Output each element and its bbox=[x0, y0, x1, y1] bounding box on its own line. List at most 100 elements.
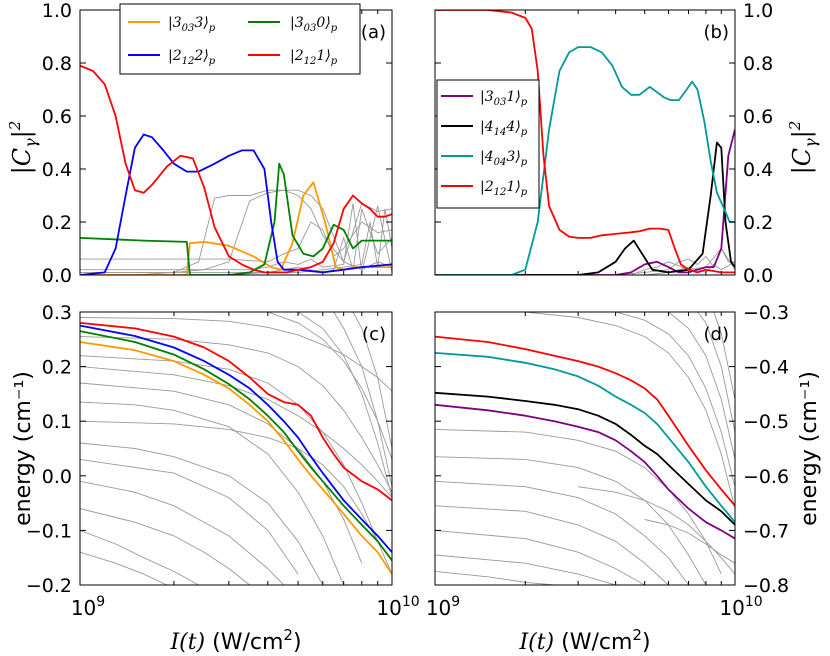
background-line bbox=[80, 189, 392, 275]
panel-label: (c) bbox=[362, 324, 386, 345]
legend-label: |3031⟩p bbox=[480, 89, 528, 108]
series-line-2-1 bbox=[435, 335, 735, 507]
background-line bbox=[668, 312, 735, 460]
background-line bbox=[697, 312, 735, 433]
background-line bbox=[80, 366, 392, 498]
y-tick-label: 1.0 bbox=[42, 0, 72, 22]
background-line bbox=[352, 312, 392, 449]
series-line-4-4 bbox=[435, 391, 735, 526]
background-line bbox=[80, 551, 168, 585]
y-tick-label: −0.7 bbox=[743, 520, 789, 542]
y-tick-label: 0.6 bbox=[42, 106, 72, 128]
y-axis-label: |Cγ|2 bbox=[6, 121, 40, 175]
background-line bbox=[80, 203, 392, 273]
background-line bbox=[435, 456, 707, 585]
background-line bbox=[80, 382, 363, 564]
y-tick-label: −0.2 bbox=[26, 575, 72, 597]
y-tick-label: 0.2 bbox=[42, 357, 72, 379]
background-line bbox=[644, 519, 735, 564]
legend-label: |4043⟩p bbox=[480, 149, 528, 168]
plot-area bbox=[80, 64, 392, 275]
y-axis-label: energy (cm⁻¹) bbox=[11, 371, 36, 526]
y-tick-label: 0.0 bbox=[42, 466, 72, 488]
panel-label: (d) bbox=[704, 324, 729, 345]
series-line-3-0 bbox=[80, 162, 392, 275]
legend-label: |3030⟩p bbox=[290, 15, 338, 34]
y-tick-label: 0.4 bbox=[42, 159, 72, 181]
y-axis-label: energy (cm⁻¹) bbox=[797, 371, 822, 526]
background-line bbox=[80, 420, 392, 575]
background-line bbox=[80, 529, 199, 585]
y-tick-label: 0.0 bbox=[42, 265, 72, 287]
y-tick-label: 0.0 bbox=[743, 265, 773, 287]
background-line bbox=[80, 336, 392, 493]
background-line bbox=[80, 442, 324, 585]
y-tick-label: 0.8 bbox=[42, 53, 72, 75]
background-line bbox=[333, 312, 392, 487]
x-tick-label: 109 bbox=[71, 594, 105, 620]
legend-box bbox=[119, 3, 361, 75]
background-line bbox=[435, 570, 555, 585]
x-tick-label: 109 bbox=[426, 594, 460, 620]
y-tick-label: 0.8 bbox=[743, 53, 773, 75]
legend-label: |2122⟩p bbox=[168, 48, 216, 67]
background-line bbox=[713, 312, 735, 400]
y-tick-label: 0.6 bbox=[743, 106, 773, 128]
y-tick-label: 0.4 bbox=[743, 159, 773, 181]
background-line bbox=[435, 480, 689, 585]
x-axis-label: I(t) (W/cm2) bbox=[518, 626, 650, 655]
background-line bbox=[80, 208, 392, 273]
series-line-4-3 bbox=[435, 46, 735, 275]
series-line-3-3 bbox=[80, 341, 392, 575]
plot-area bbox=[435, 10, 735, 275]
background-line bbox=[615, 312, 735, 487]
series-line-2-2 bbox=[80, 324, 392, 553]
series-line-3-1 bbox=[435, 403, 735, 540]
background-line bbox=[80, 401, 345, 585]
plot-frame bbox=[434, 9, 736, 276]
background-line bbox=[435, 247, 735, 275]
y-tick-label: −0.5 bbox=[743, 411, 789, 433]
legend: |3031⟩p |4144⟩p |4043⟩p |2121⟩p bbox=[436, 79, 540, 209]
panel-label: (a) bbox=[361, 22, 386, 43]
background-line bbox=[435, 505, 669, 585]
series-line-2-1 bbox=[80, 64, 392, 274]
y-tick-label: 0.2 bbox=[743, 212, 773, 234]
x-tick-label: 1010 bbox=[719, 594, 762, 620]
legend-label: |2121⟩p bbox=[480, 179, 528, 198]
y-tick-label: −0.4 bbox=[743, 357, 789, 379]
y-tick-label: 0.2 bbox=[42, 212, 72, 234]
background-line bbox=[435, 554, 616, 585]
background-line bbox=[80, 221, 392, 263]
legend-label: |4144⟩p bbox=[480, 119, 528, 138]
panel-d: −0.8 −0.7 −0.6 −0.5 −0.4 −0.3 (d) energy (cm⁻¹)… bbox=[426, 302, 822, 655]
background-line bbox=[435, 428, 722, 575]
background-line bbox=[80, 458, 299, 575]
plot-area bbox=[435, 312, 735, 585]
series-line-2-1 bbox=[435, 10, 735, 274]
y-tick-label: −0.3 bbox=[743, 302, 789, 324]
y-tick-label: 1.0 bbox=[743, 0, 773, 22]
background-line bbox=[80, 480, 285, 585]
series-line-3-0 bbox=[80, 330, 392, 561]
legend: |3033⟩p |3030⟩p |2122⟩p |2121⟩p bbox=[119, 3, 361, 75]
series-line-4-3 bbox=[435, 352, 735, 523]
y-axis-label: |Cγ|2 bbox=[786, 121, 820, 175]
x-tick-label: 1010 bbox=[376, 594, 419, 620]
y-tick-label: −0.1 bbox=[26, 520, 72, 542]
background-line bbox=[525, 312, 735, 509]
y-tick-label: −0.6 bbox=[743, 466, 789, 488]
series-line-2-2 bbox=[80, 133, 392, 275]
series-line-3-1 bbox=[435, 129, 735, 275]
background-line bbox=[297, 312, 392, 498]
plot-area bbox=[80, 312, 392, 585]
plot-frame bbox=[79, 311, 393, 586]
background-line bbox=[435, 529, 645, 585]
panel-c: −0.2 −0.1 0.0 0.1 0.2 0.3 (c) energy (cm⁻¹) 109 1… bbox=[11, 302, 420, 655]
x-axis-label: I(t) (W/cm2) bbox=[169, 626, 301, 655]
legend-label: |2121⟩p bbox=[290, 48, 338, 67]
background-line bbox=[80, 508, 250, 585]
background-line bbox=[80, 317, 392, 392]
plot-frame bbox=[434, 311, 736, 586]
